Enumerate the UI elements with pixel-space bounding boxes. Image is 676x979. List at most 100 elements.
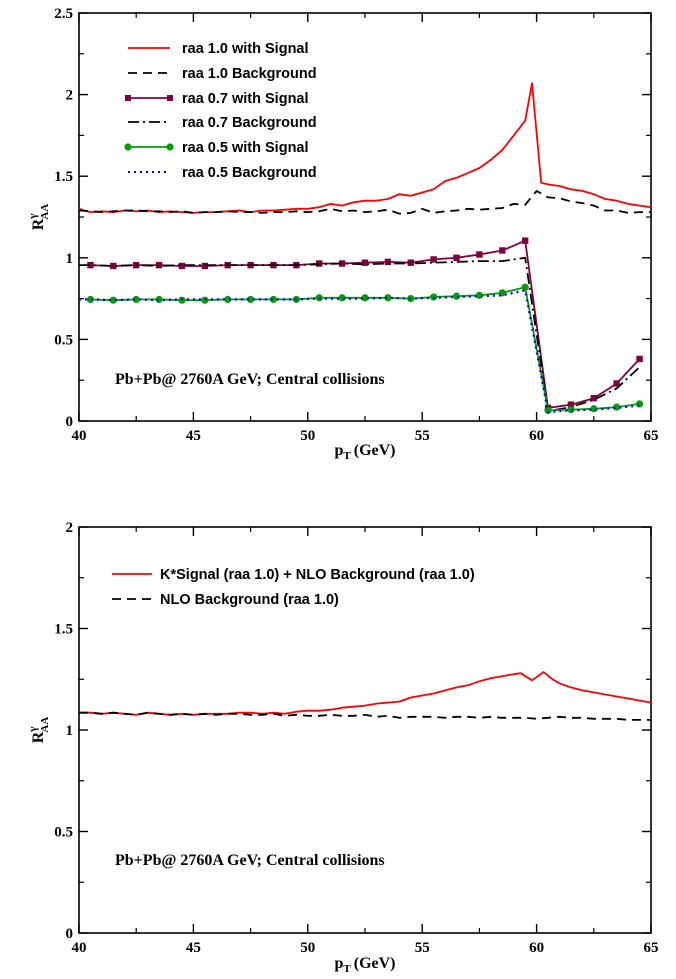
x-axis-title: pT (GeV) [334, 955, 395, 975]
data-point [590, 394, 597, 402]
series-line [79, 671, 652, 716]
data-point [155, 261, 163, 269]
data-point [613, 380, 620, 387]
legend-label: raa 0.5 with Signal [182, 140, 309, 156]
series-layer [78, 82, 652, 414]
data-point [178, 262, 186, 270]
x-tick-label: 65 [644, 940, 659, 956]
data-point [132, 295, 140, 304]
data-point [361, 294, 369, 302]
data-point [453, 254, 460, 261]
annotation-text: Pb+Pb@ 2760A GeV; Central collisions [115, 371, 385, 388]
legend-entry: raa 1.0 Background [128, 66, 317, 82]
chart-panel-top: 40 45 50 55 60 65 0 0.5 1 1.5 2 2.5 pT (GeV) RγAA P… [27, 6, 659, 462]
x-tick-label: 40 [72, 940, 87, 956]
plot-frame [78, 526, 652, 934]
legend-label: K*Signal (raa 1.0) + NLO Background (raa… [160, 567, 475, 583]
data-point [201, 262, 209, 270]
y-tick-label: 0 [66, 414, 74, 430]
x-tick-label: 55 [415, 940, 430, 956]
legend-entry: raa 0.5 with Signal [124, 140, 309, 156]
data-point [635, 400, 644, 408]
data-point [521, 237, 529, 244]
data-point [201, 296, 209, 304]
legend: K*Signal (raa 1.0) + NLO Background (raa… [112, 567, 475, 608]
x-tick-label: 55 [415, 428, 430, 444]
legend-label: NLO Background (raa 1.0) [160, 592, 339, 608]
y-tick-label: 0.5 [54, 332, 73, 348]
legend-marker-circle [166, 143, 174, 151]
x-tick-label: 60 [529, 428, 544, 444]
legend-marker-square [125, 95, 131, 101]
series-line [79, 711, 651, 721]
data-point [476, 251, 483, 258]
annotation-text: Pb+Pb@ 2760A GeV; Central collisions [115, 852, 385, 869]
data-point [247, 295, 255, 304]
data-point [338, 260, 346, 267]
plot-frame [78, 12, 652, 422]
y-tick-label: 1.5 [54, 622, 73, 638]
data-point [636, 355, 643, 363]
data-point [224, 295, 232, 304]
data-point [521, 283, 529, 291]
legend-marker-square [167, 95, 173, 101]
series-line [90, 286, 640, 412]
chart-panel-bottom: 40 45 50 55 60 65 0 0.5 1 1.5 2 pT (GeV) RγAA Pb+P… [27, 520, 659, 975]
legend-entry: raa 0.7 Background [128, 115, 317, 131]
x-tick-label: 60 [529, 940, 544, 956]
data-point [269, 295, 278, 304]
legend-label: raa 0.7 with Signal [182, 91, 309, 107]
legend-label: raa 0.7 Background [182, 115, 317, 131]
y-tick-label: 0.5 [54, 825, 73, 841]
data-point [384, 294, 392, 302]
legend-entry: raa 1.0 with Signal [128, 41, 309, 57]
data-point [361, 259, 369, 266]
y-tick-label: 1.5 [54, 169, 73, 185]
x-tick-label: 50 [300, 428, 315, 444]
data-point [452, 292, 461, 300]
y-axis-title: RγAA [27, 204, 51, 231]
legend-label: raa 0.5 Background [182, 165, 317, 181]
legend-marker-circle [124, 143, 132, 151]
series-line [79, 256, 641, 413]
data-point [155, 295, 163, 304]
data-point [110, 262, 117, 270]
legend-label: raa 1.0 with Signal [182, 41, 309, 57]
x-tick-label: 65 [644, 428, 659, 444]
x-tick-label: 45 [186, 940, 201, 956]
data-point [544, 406, 552, 414]
y-tick-label: 2 [66, 88, 74, 104]
series-line [78, 189, 651, 215]
y-tick-label: 2 [66, 520, 74, 536]
series-line [79, 289, 640, 414]
x-tick-label: 45 [186, 428, 201, 444]
data-point [567, 405, 575, 414]
legend-entry: raa 0.5 Background [128, 165, 317, 181]
y-tick-label: 1 [66, 723, 74, 739]
series-line [78, 82, 652, 214]
y-tick-label: 0 [66, 926, 74, 942]
data-point [87, 261, 94, 269]
legend: raa 1.0 with Signal raa 1.0 Background r… [124, 41, 317, 181]
data-point [384, 258, 392, 266]
y-axis-ticks: 0 0.5 1 1.5 2 2.5 [54, 6, 651, 430]
legend-entry: raa 0.7 with Signal [125, 91, 309, 107]
data-point [499, 247, 506, 254]
y-axis-title: RγAA [27, 717, 51, 744]
x-axis-title: pT (GeV) [334, 442, 395, 462]
x-axis-ticks: 40 45 50 55 60 65 [72, 527, 659, 956]
data-point [430, 256, 437, 263]
legend-entry: K*Signal (raa 1.0) + NLO Background (raa… [112, 567, 475, 583]
legend-entry: NLO Background (raa 1.0) [112, 592, 339, 608]
y-tick-label: 1 [66, 251, 74, 267]
x-tick-label: 40 [72, 428, 87, 444]
x-axis-ticks: 40 45 50 55 60 65 [72, 13, 659, 444]
data-point [567, 401, 575, 408]
data-point [86, 295, 95, 304]
y-axis-ticks: 0 0.5 1 1.5 2 [54, 520, 651, 942]
legend-label: raa 1.0 Background [182, 66, 317, 82]
x-tick-label: 50 [300, 940, 315, 956]
y-tick-label: 2.5 [54, 6, 73, 22]
series-layer [79, 671, 652, 721]
